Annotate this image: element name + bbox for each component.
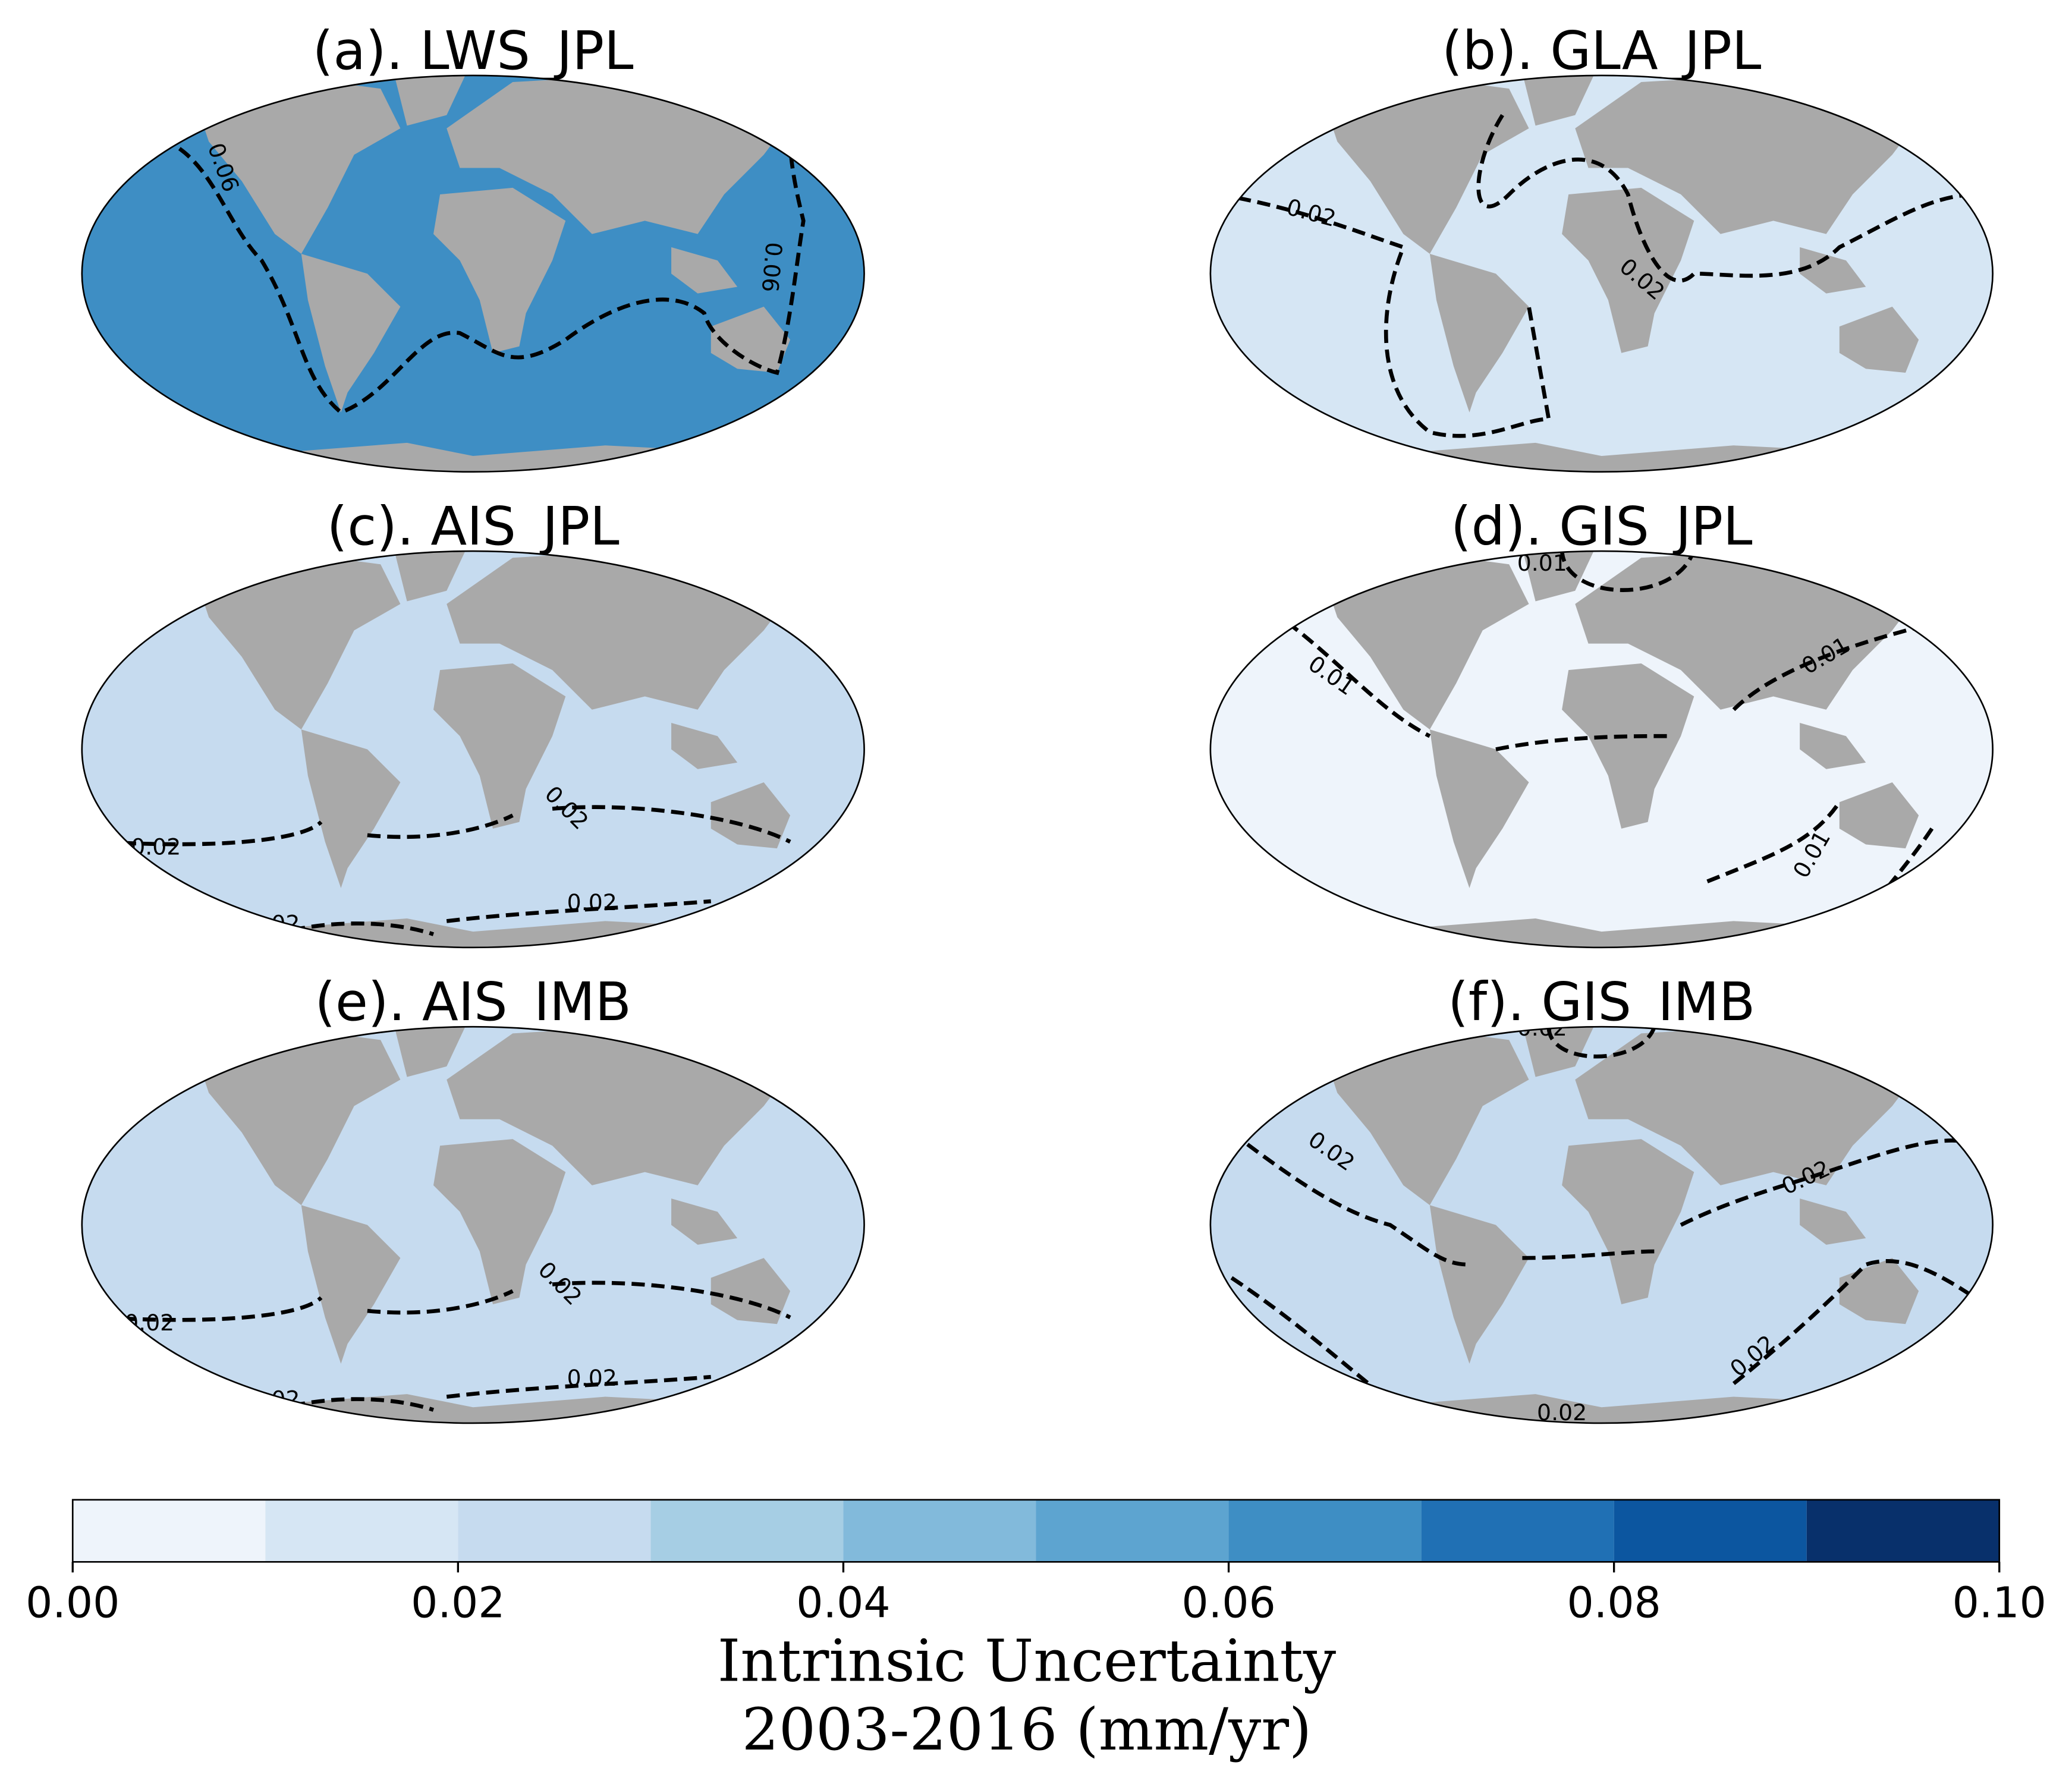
map-body: 0.010.010.010.01 bbox=[1210, 551, 1993, 948]
colorbar-tick-label: 0.10 bbox=[1952, 1578, 2046, 1628]
contour-line bbox=[142, 133, 806, 415]
map-body: 0.020.020.020.02 bbox=[81, 1027, 864, 1423]
contour-label: 0.02 bbox=[567, 889, 617, 915]
colorbar-label: 2003-2016 (mm/yr) bbox=[742, 1696, 1312, 1764]
map-body: 0.060.06 bbox=[81, 75, 864, 472]
map: 0.010.010.010.01 bbox=[1209, 550, 1994, 949]
map-body: 0.020.020.020.02 bbox=[81, 551, 864, 948]
map: 0.020.020.020.02 bbox=[81, 550, 865, 949]
colorbar-tick-label: 0.00 bbox=[26, 1578, 120, 1628]
map-border bbox=[81, 74, 865, 473]
map-border bbox=[81, 1025, 865, 1424]
panel-title: (f). GIS_IMB bbox=[1448, 971, 1755, 1033]
map-border bbox=[1209, 1025, 1994, 1424]
colorbar-bin bbox=[458, 1499, 651, 1562]
contour-label: 0.02 bbox=[567, 1365, 617, 1391]
map: 0.020.020.020.020.02 bbox=[1209, 1025, 1994, 1426]
map-border bbox=[1209, 550, 1994, 949]
map-body: 0.020.020.020.020.02 bbox=[1210, 1027, 1993, 1426]
contour-label: 0.06 bbox=[757, 241, 787, 294]
contour-label: 0.02 bbox=[131, 834, 181, 860]
panel-title: (c). AIS_JPL bbox=[327, 495, 620, 557]
map-body: 0.020.02 bbox=[1210, 75, 1993, 472]
contour-label: 0.02 bbox=[1537, 1399, 1587, 1426]
colorbar-bin bbox=[650, 1499, 844, 1562]
colorbar-tick-label: 0.06 bbox=[1181, 1578, 1275, 1628]
panel-title: (d). GIS_JPL bbox=[1451, 495, 1753, 557]
contour-line bbox=[103, 1280, 791, 1423]
colorbar-bin bbox=[843, 1499, 1036, 1562]
panel-title: (b). GLA_JPL bbox=[1442, 20, 1762, 81]
map: 0.020.02 bbox=[1209, 74, 1994, 473]
contour-line bbox=[1230, 1027, 1986, 1412]
colorbar-bin bbox=[1228, 1499, 1422, 1562]
panel-title: (e). AIS_IMB bbox=[315, 971, 631, 1033]
colorbar-bin bbox=[1806, 1499, 1999, 1562]
map: 0.020.020.020.02 bbox=[81, 1025, 865, 1424]
colorbar-label: Intrinsic Uncertainty bbox=[718, 1627, 1336, 1695]
colorbar-tick-label: 0.08 bbox=[1567, 1578, 1661, 1628]
colorbar-bin bbox=[265, 1499, 458, 1562]
colorbar-bin bbox=[1614, 1499, 1807, 1562]
panel-title: (a). LWS_JPL bbox=[313, 20, 634, 81]
map: 0.060.06 bbox=[81, 74, 865, 473]
colorbar-bin bbox=[1421, 1499, 1614, 1562]
map-border bbox=[1209, 74, 1994, 473]
colorbar-bin bbox=[73, 1499, 266, 1562]
colorbar-bin bbox=[1036, 1499, 1229, 1562]
colorbar-frame bbox=[71, 1499, 2001, 1563]
contour-line bbox=[1218, 114, 1979, 438]
colorbar-tick-label: 0.02 bbox=[411, 1578, 505, 1628]
colorbar-tick-label: 0.04 bbox=[796, 1578, 890, 1628]
map-border bbox=[81, 550, 865, 949]
contour-line bbox=[103, 805, 791, 948]
contour-line bbox=[1270, 551, 1934, 936]
